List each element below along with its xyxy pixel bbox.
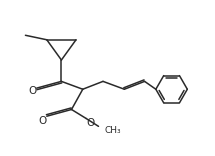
Text: O: O xyxy=(86,118,95,128)
Text: O: O xyxy=(39,116,47,126)
Text: O: O xyxy=(29,86,37,96)
Text: CH₃: CH₃ xyxy=(104,126,121,135)
